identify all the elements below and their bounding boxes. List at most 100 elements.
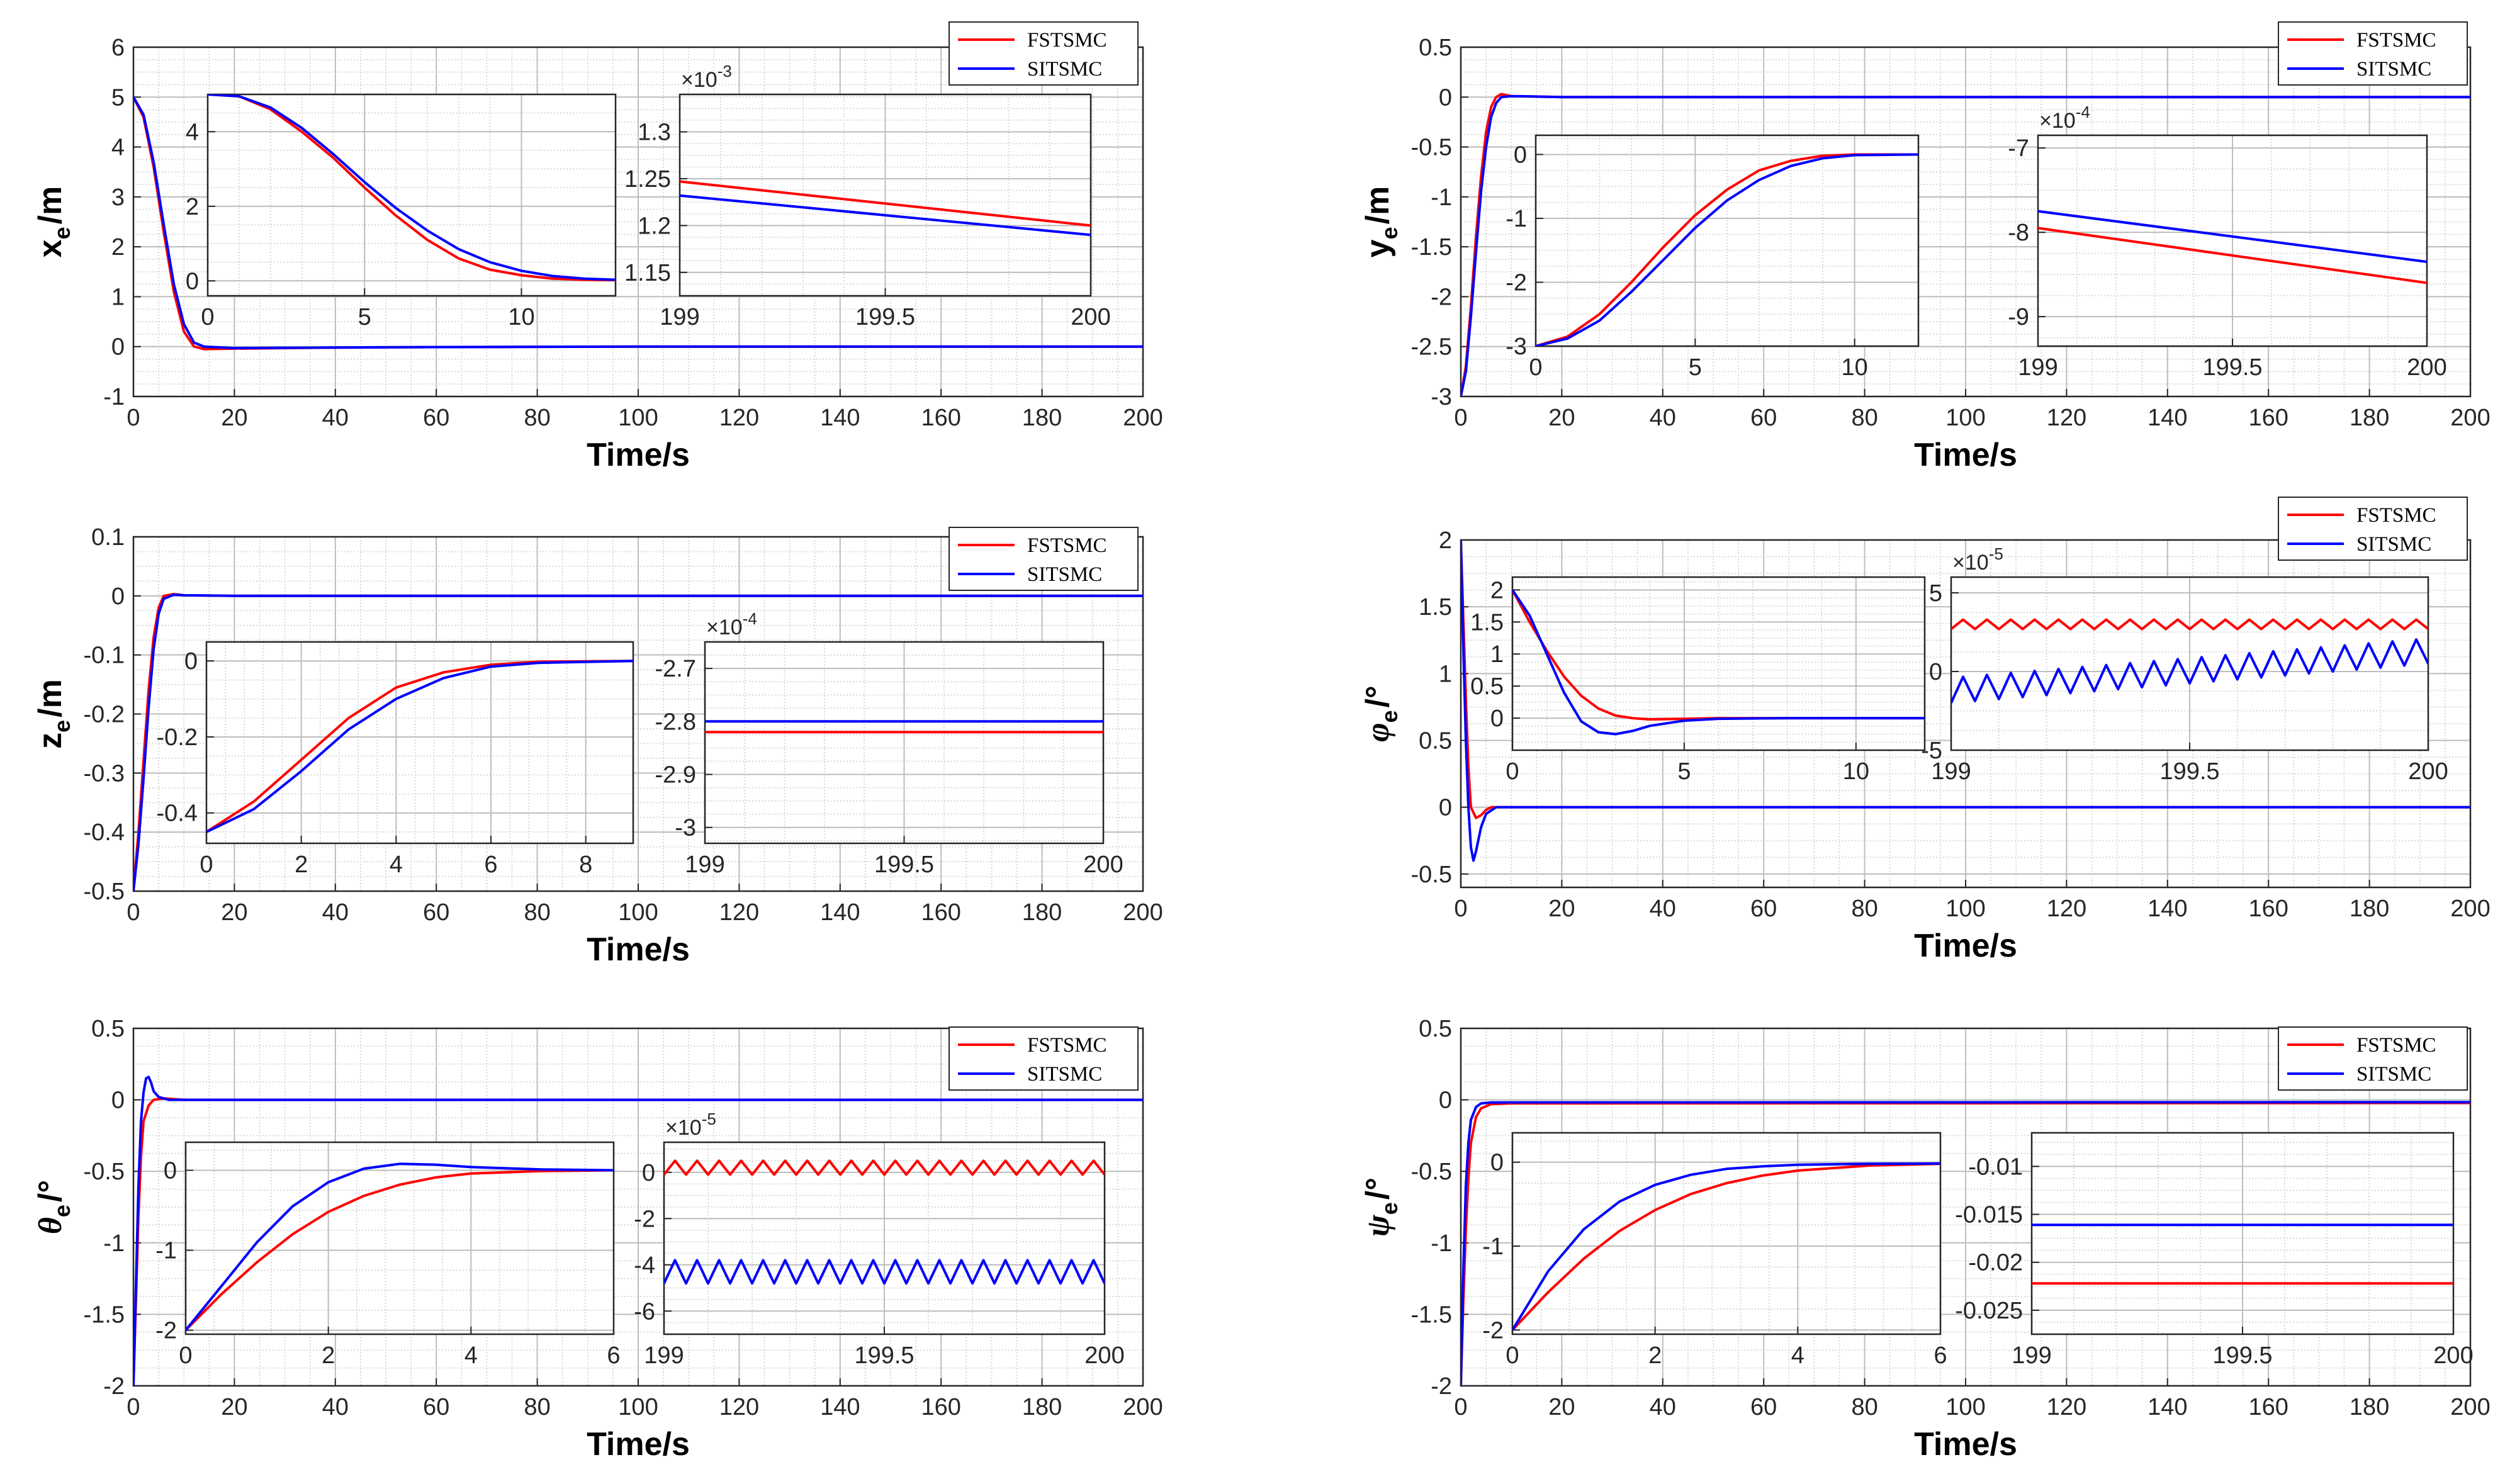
chart-ze: 0 20 40 60 80 100 120 140 160 180 200-0.5-0.4-0.3-… <box>32 524 1163 968</box>
theta-inset2-xtick-label: 199 <box>644 1342 684 1369</box>
xe-ytick-label: 1 <box>111 284 125 310</box>
ze-inset1-xtick-label: 6 <box>484 852 497 878</box>
ye-ytick-label: 0 <box>1439 84 1452 111</box>
phi-legend: FSTSMC SITSMC <box>2278 497 2468 561</box>
theta-xtick-label: 60 <box>423 1394 449 1420</box>
phi-inset1-ytick-label: 0.5 <box>1470 673 1504 700</box>
ye-xtick-label: 140 <box>2148 405 2187 431</box>
xe-ytick-label: -1 <box>103 384 125 410</box>
ye-ylabel-main: y <box>1359 239 1396 257</box>
theta-inset1-xtick-label: 2 <box>322 1342 335 1369</box>
ze-inset2-ytick-label: -2.9 <box>655 762 696 789</box>
ze-inset1-frame <box>205 641 634 845</box>
psi-xtick-label: 0 <box>1454 1394 1467 1420</box>
phi-xtick-label: 40 <box>1650 896 1676 922</box>
theta-xtick-label: 0 <box>127 1394 140 1420</box>
psi-ylabel-unit: /° <box>1359 1178 1396 1200</box>
ze-inset2-ytick-label: -3 <box>675 815 696 841</box>
psi-ytick-label: -1.5 <box>1411 1301 1452 1328</box>
theta-inset1-series-fstsmc <box>186 1169 614 1332</box>
ze-inset1-bg <box>206 642 633 843</box>
xe-inset1-series-sitsmc <box>208 94 616 281</box>
ye-xlabel: Time/s <box>1914 437 2017 473</box>
psi-ytick-label: 0 <box>1439 1088 1452 1114</box>
ze-inset1-series-fstsmc <box>206 660 633 833</box>
ye-inset1-series-fstsmc <box>1536 153 1918 346</box>
ye-xtick-label: 100 <box>1945 405 1985 431</box>
ye-inset1-ytick-label: -1 <box>1506 206 1527 232</box>
ye-ytick-label: 0.5 <box>1419 35 1452 61</box>
phi-ytick-label: 2 <box>1439 527 1452 554</box>
ye-inset1-ytick-label: -3 <box>1506 334 1527 360</box>
ze-ylabel-unit: /m <box>32 679 69 717</box>
psi-xtick-label: 40 <box>1650 1394 1676 1420</box>
ye-xtick-label: 80 <box>1851 405 1877 431</box>
ye-inset2-exponent-base: ×10 <box>2039 109 2076 133</box>
phi-inset-1: 0 5 10 0 0.5 1 1.5 2 <box>1470 576 1926 785</box>
xe-inset-1: 0 5 10 0 2 4 <box>186 93 617 330</box>
ze-legend: FSTSMC SITSMC <box>949 527 1139 591</box>
xe-inset1-xtick-label: 10 <box>508 304 534 330</box>
ye-inset1-xtick-label: 0 <box>1529 354 1542 381</box>
xe-inset1-frame <box>206 93 617 297</box>
theta-xtick-label: 180 <box>1022 1394 1062 1420</box>
theta-xtick-label: 200 <box>1123 1394 1162 1420</box>
psi-inset1-frame <box>1511 1132 1942 1335</box>
ye-xtick-label: 120 <box>2047 405 2086 431</box>
phi-xtick-label: 140 <box>2148 896 2187 922</box>
xe-xtick-label: 0 <box>127 405 140 431</box>
psi-inset2-ytick-label: -0.02 <box>1968 1250 2023 1276</box>
xe-ytick-label: 0 <box>111 334 125 361</box>
ze-inset2-xtick-label: 199 <box>685 852 724 878</box>
ye-ytick-label: -0.5 <box>1411 135 1452 161</box>
psi-inset2-xtick-label: 199.5 <box>2212 1342 2272 1369</box>
ze-inset2-exponent-power: -4 <box>743 609 757 628</box>
ye-inset2-series-fstsmc <box>2038 227 2427 284</box>
phi-ylabel-sub: e <box>1376 710 1402 722</box>
ye-ytick-label: -2 <box>1431 284 1452 310</box>
phi-ylabel-unit: /° <box>1359 685 1396 707</box>
theta-ytick-label: 0 <box>111 1088 125 1114</box>
theta-ylabel-unit: /° <box>32 1180 69 1202</box>
xe-inset1-xtick-label: 0 <box>201 304 214 330</box>
phi-ytick-label: 0.5 <box>1419 728 1452 754</box>
ye-inset1-xtick-label: 10 <box>1842 354 1868 381</box>
phi-ytick-label: 1.5 <box>1419 594 1452 621</box>
phi-xtick-label: 80 <box>1851 896 1877 922</box>
ye-xtick-label: 40 <box>1650 405 1676 431</box>
theta-ylabel-sub: e <box>49 1205 75 1217</box>
ze-inset1-ytick-label: -0.4 <box>157 801 198 827</box>
theta-inset-2: 199 199.5 200 -6 -4 -2 0 ×10-5 <box>634 1110 1125 1369</box>
phi-xtick-label: 160 <box>2248 896 2288 922</box>
phi-inset1-xtick-label: 10 <box>1843 758 1869 785</box>
phi-inset2-ytick-label: 0 <box>1929 659 1942 685</box>
theta-inset2-xtick-label: 199.5 <box>854 1342 914 1369</box>
ze-inset2-xtick-label: 199.5 <box>874 852 934 878</box>
ze-legend-label-sitsmc: SITSMC <box>1027 563 1102 586</box>
ye-ylabel-unit: /m <box>1359 186 1396 225</box>
phi-inset2-series-fstsmc <box>1951 618 2428 631</box>
xe-inset1-bg <box>208 94 616 296</box>
xe-xtick-label: 20 <box>221 405 247 431</box>
xe-ytick-label: 3 <box>111 184 125 211</box>
phi-inset1-ytick-label: 1.5 <box>1470 609 1504 636</box>
ze-legend-label-fstsmc: FSTSMC <box>1027 534 1107 557</box>
theta-inset1-ytick-label: -2 <box>155 1318 177 1344</box>
ze-xtick-label: 140 <box>820 899 860 926</box>
ze-inset1-ytick-label: 0 <box>184 648 198 675</box>
ye-series-sitsmc <box>1461 94 2470 396</box>
psi-inset2-ytick-label: -0.015 <box>1955 1202 2023 1228</box>
chart-phi: 0 20 40 60 80 100 120 140 160 180 200-0.500.511.52… <box>1359 497 2491 964</box>
theta-ytick-label: -1 <box>103 1230 125 1257</box>
phi-inset2-exponent: ×10-5 <box>1952 544 2003 575</box>
ye-inset2-ytick-label: -8 <box>2008 220 2029 246</box>
theta-inset2-ytick-label: -2 <box>634 1206 655 1232</box>
psi-xtick-label: 140 <box>2148 1394 2187 1420</box>
theta-inset2-xtick-label: 200 <box>1084 1342 1124 1369</box>
theta-ytick-label: -1.5 <box>84 1301 125 1328</box>
ye-inset2-ytick-label: -9 <box>2008 304 2029 330</box>
ze-xtick-label: 60 <box>423 899 449 926</box>
ye-legend-box <box>2278 21 2468 86</box>
xe-inset2-exponent: ×10-3 <box>681 62 732 92</box>
